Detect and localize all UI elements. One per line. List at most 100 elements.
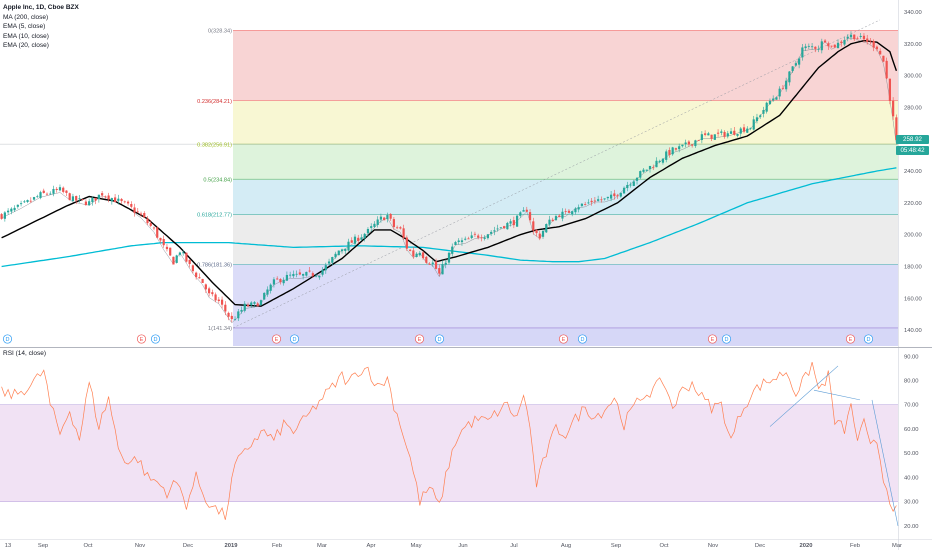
candle-body [655, 160, 658, 168]
legend-ema10[interactable]: EMA (10, close) [3, 32, 49, 40]
legend-ema20[interactable]: EMA (20, close) [3, 42, 49, 49]
candle-body [182, 252, 185, 254]
svg-text:D: D [154, 337, 158, 343]
dividend-marker[interactable]: D [434, 334, 445, 344]
rsi-tick-label: 50.00 [904, 451, 919, 457]
candle-body [716, 132, 720, 134]
candle-body [175, 255, 178, 263]
rsi-legend[interactable]: RSI (14, close) [3, 350, 46, 357]
candle-body [428, 263, 431, 265]
fib-level-label: 0.618(212.77) [197, 213, 232, 219]
candle-body [425, 256, 428, 263]
candle-body [723, 131, 726, 137]
candle-body [875, 46, 879, 50]
candle-body [846, 36, 849, 39]
candle-body [431, 262, 434, 264]
earnings-marker[interactable]: E [271, 334, 282, 344]
rsi-tick-label: 70.00 [904, 403, 919, 409]
candle-body [538, 233, 541, 239]
legend-ema5[interactable]: EMA (5, close) [3, 23, 46, 30]
bar-countdown-tag: 05:48:42 [896, 146, 929, 155]
fib-zone [233, 264, 898, 328]
dividend-marker[interactable]: D [577, 334, 588, 344]
candle-body [467, 238, 470, 240]
candle-body [39, 192, 42, 198]
dividend-marker[interactable]: D [150, 334, 161, 344]
candle-body [892, 100, 895, 117]
candle-body [81, 199, 84, 200]
dividend-marker[interactable]: D [2, 334, 13, 344]
earnings-marker[interactable]: E [136, 334, 147, 344]
svg-text:D: D [581, 337, 585, 343]
last-price-tag: 258.92 [896, 135, 929, 144]
symbol-title[interactable]: Apple Inc, 1D, Cboe BZX [3, 4, 79, 11]
candle-body [642, 169, 645, 172]
earnings-marker[interactable]: E [707, 334, 718, 344]
candle-body [532, 221, 535, 231]
legend-ma200[interactable]: MA (200, close) [3, 13, 49, 21]
candle-body [749, 127, 752, 129]
candle-body [687, 141, 690, 145]
price-tick-label: 200.00 [904, 233, 922, 239]
candle-body [71, 196, 75, 202]
candle-body [19, 203, 23, 205]
time-tick-label: 2019 [225, 543, 239, 549]
candle-body [272, 279, 276, 285]
candle-body [363, 233, 366, 239]
candle-body [224, 304, 227, 312]
candle-body [402, 228, 405, 238]
candle-body [742, 127, 746, 132]
candle-body [713, 134, 716, 140]
rsi-tick-label: 40.00 [904, 475, 919, 481]
time-axis[interactable]: 13 Sep Oct Nov Dec 2019 Feb Mar Apr May Jun Jul Aug S… [0, 539, 932, 550]
rsi-tick-label: 20.00 [904, 524, 919, 530]
candle-body [645, 169, 648, 171]
candle-body [535, 229, 538, 234]
earnings-marker[interactable]: E [414, 334, 425, 344]
candle-body [866, 38, 869, 42]
ma200-line [1, 167, 897, 268]
earnings-marker[interactable]: E [845, 334, 856, 344]
time-tick-label: Oct [83, 543, 92, 549]
price-tick-label: 340.00 [904, 10, 922, 16]
candle-body [567, 210, 571, 213]
candle-body [156, 227, 159, 238]
candle-body [191, 265, 194, 272]
candle-body [101, 193, 104, 196]
candle-body [691, 144, 694, 146]
candle-body [541, 230, 545, 237]
candle-body [700, 134, 703, 141]
time-tick-label: Mar [317, 543, 327, 549]
candle-body [305, 271, 308, 276]
candle-body [853, 34, 856, 40]
dividend-marker[interactable]: D [289, 334, 300, 344]
svg-text:E: E [275, 337, 279, 343]
price-tick-label: 300.00 [904, 74, 922, 80]
candle-body [548, 219, 551, 225]
candle-body [869, 40, 872, 42]
candle-body [123, 201, 126, 203]
candle-body [88, 201, 91, 206]
dividend-marker[interactable]: D [721, 334, 732, 344]
fib-level-label: 0(328.34) [208, 29, 232, 35]
candle-body [512, 220, 515, 226]
fibonacci-retracement[interactable] [0, 19, 898, 346]
candle-body [704, 133, 707, 135]
price-axis[interactable]: 340.00320.00300.00280.00260.00240.00220.… [898, 0, 922, 550]
candle-body [7, 210, 10, 213]
rsi-axis[interactable]: 90.00 80.00 70.00 60.00 50.00 40.00 30.00 20.00 [904, 354, 919, 530]
candle-body [29, 200, 32, 202]
candle-body [285, 274, 289, 281]
rsi-trendline [813, 389, 861, 401]
earnings-marker[interactable]: E [558, 334, 569, 344]
candle-body [694, 140, 697, 147]
candle-body [814, 46, 817, 49]
candle-body [584, 204, 587, 205]
candle-body [169, 247, 172, 256]
dividend-marker[interactable]: D [863, 334, 874, 344]
candle-body [856, 38, 859, 40]
candle-body [626, 184, 629, 189]
time-tick-label: Dec [755, 543, 765, 549]
